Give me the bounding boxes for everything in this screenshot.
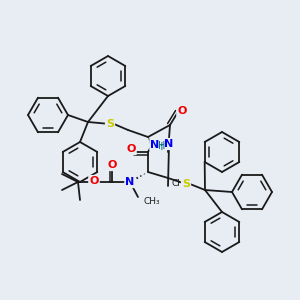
Text: N: N xyxy=(150,140,160,150)
Text: H: H xyxy=(158,141,166,151)
Text: O: O xyxy=(107,160,117,170)
Text: S: S xyxy=(106,119,114,129)
Text: S: S xyxy=(182,179,190,189)
Text: O: O xyxy=(177,106,187,116)
Text: H: H xyxy=(156,142,164,152)
Text: N: N xyxy=(164,139,174,149)
Text: N: N xyxy=(125,177,135,187)
Polygon shape xyxy=(148,137,154,146)
Text: CH₃: CH₃ xyxy=(172,178,189,188)
Text: O: O xyxy=(89,176,99,186)
Text: CH₃: CH₃ xyxy=(143,196,160,206)
Text: O: O xyxy=(126,144,136,154)
